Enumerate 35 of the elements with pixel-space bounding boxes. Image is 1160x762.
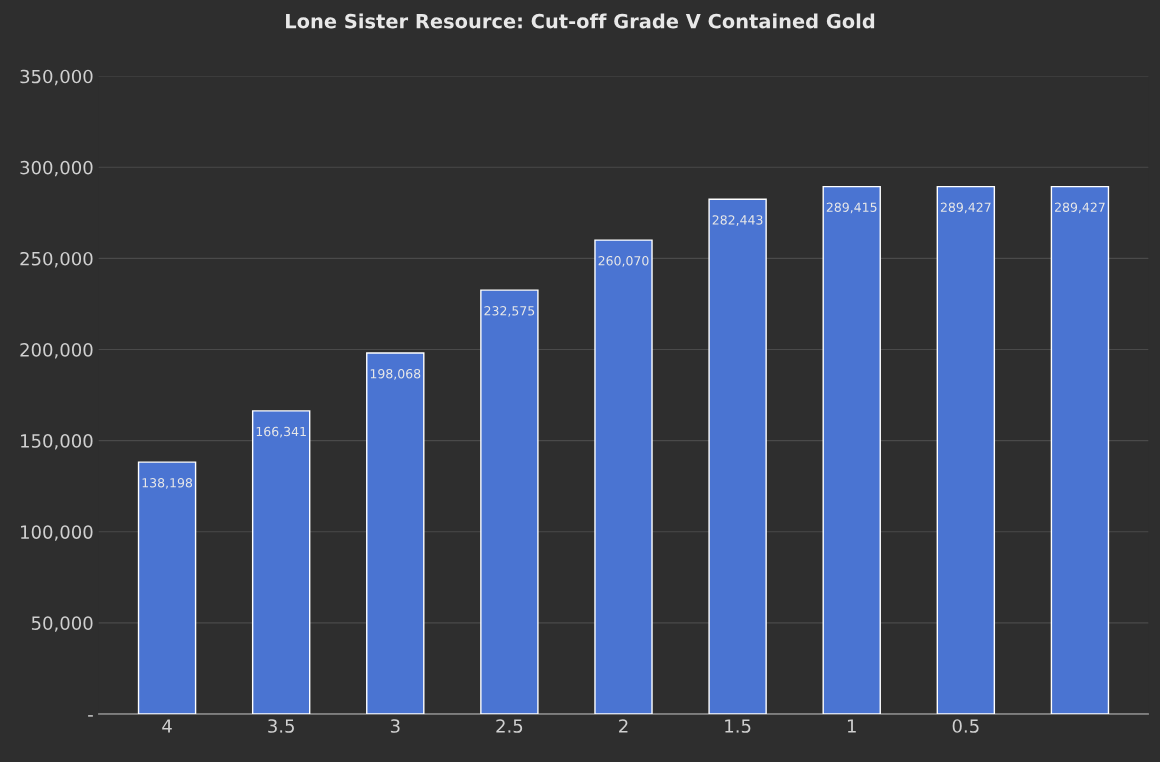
data-label: 289,427 bbox=[940, 202, 991, 214]
x-tick-label: 4 bbox=[162, 719, 172, 733]
data-label: 198,068 bbox=[370, 368, 421, 380]
data-label: 289,427 bbox=[1055, 202, 1105, 214]
x-tick-label: 3.5 bbox=[268, 719, 294, 733]
bar bbox=[366, 352, 425, 714]
data-label: 138,198 bbox=[142, 478, 193, 489]
data-label: 232,575 bbox=[484, 306, 535, 317]
bar bbox=[480, 289, 539, 714]
bar bbox=[594, 239, 653, 714]
data-label: 260,070 bbox=[598, 255, 649, 267]
data-label: 282,443 bbox=[712, 215, 763, 226]
y-tick-label: 150,000 bbox=[21, 434, 93, 450]
bar bbox=[936, 185, 996, 714]
data-label: 289,415 bbox=[826, 202, 877, 214]
y-tick-label: 250,000 bbox=[20, 251, 93, 268]
y-tick-label: 50,000 bbox=[31, 616, 93, 632]
x-tick-label: 1.5 bbox=[725, 719, 751, 733]
bar bbox=[137, 461, 197, 714]
bar bbox=[822, 185, 881, 714]
bar bbox=[708, 198, 767, 714]
x-tick-label: 1 bbox=[847, 719, 856, 733]
y-tick-label: 200,000 bbox=[20, 343, 93, 359]
x-tick-label: 2.5 bbox=[496, 719, 523, 733]
y-tick-label: 300,000 bbox=[20, 160, 93, 177]
x-tick-label: 3 bbox=[390, 719, 400, 733]
x-tick-label: 2 bbox=[619, 719, 628, 733]
chart-title: Lone Sister Resource: Cut-off Grade V Contained Gold bbox=[286, 13, 875, 29]
bar bbox=[251, 410, 311, 714]
y-tick-label: 350,000 bbox=[20, 69, 93, 86]
y-tick-label: 100,000 bbox=[21, 525, 93, 541]
x-tick-label: 0.5 bbox=[952, 719, 979, 733]
data-label: 166,341 bbox=[256, 426, 306, 438]
bar bbox=[1050, 185, 1110, 714]
y-tick-label: - bbox=[88, 715, 93, 717]
